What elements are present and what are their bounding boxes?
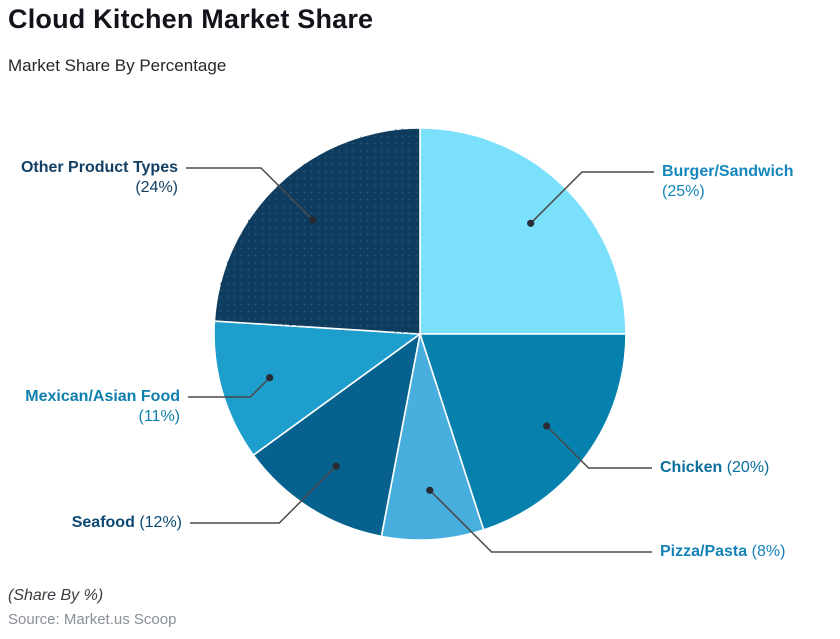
leader-dot-chicken — [543, 422, 551, 430]
leader-line-other-product-types — [186, 167, 314, 221]
chart-title: Cloud Kitchen Market Share — [8, 4, 374, 34]
pie-slices-group — [213, 127, 627, 541]
leader-dot-seafood — [332, 462, 340, 470]
pie-slice-burger-sandwich[interactable] — [419, 127, 627, 335]
pie-slice-seafood[interactable] — [252, 333, 421, 538]
pie-slice-mexican-asian-food[interactable] — [213, 320, 421, 456]
leader-line-mexican-asian-food — [188, 377, 271, 398]
leader-line-pizza-pasta — [429, 489, 652, 553]
leader-dot-pizza-pasta — [426, 486, 434, 494]
pie-slice-other-product-types[interactable] — [213, 127, 421, 335]
leader-line-seafood — [190, 465, 337, 524]
leader-line-chicken — [546, 425, 652, 469]
share-by-note: (Share By %) — [8, 587, 104, 604]
leader-dot-mexican-asian-food — [266, 374, 274, 382]
chart-subtitle: Market Share By Percentage — [8, 56, 227, 75]
pie-slice-pizza-pasta[interactable] — [380, 333, 485, 541]
leader-dot-burger-sandwich — [527, 219, 535, 227]
pie-slice-chicken[interactable] — [419, 333, 627, 531]
source-text: Source: Market.us Scoop — [8, 611, 177, 628]
leader-lines-group — [186, 167, 654, 553]
leader-line-burger-sandwich — [530, 171, 654, 224]
leader-dot-other-product-types — [309, 216, 317, 224]
